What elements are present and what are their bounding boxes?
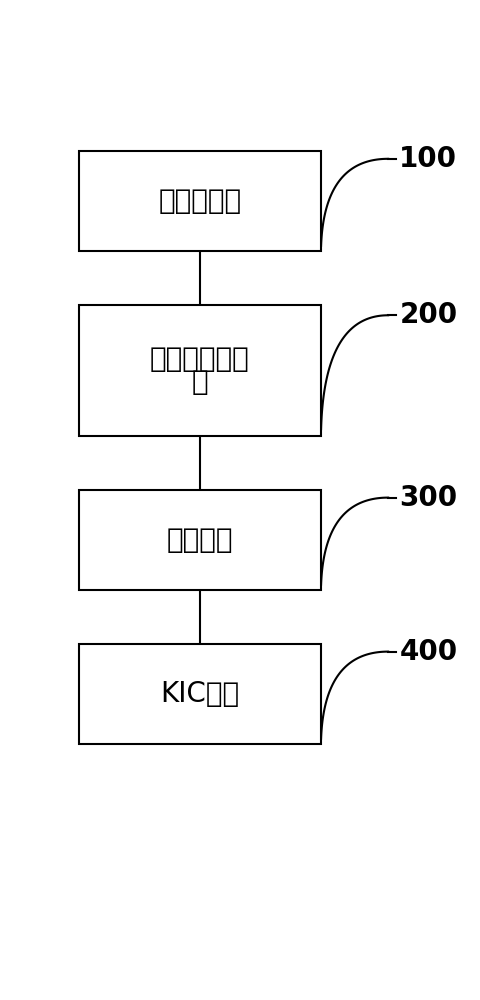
Text: 集散型控制系: 集散型控制系 xyxy=(150,345,249,373)
Text: 200: 200 xyxy=(398,301,456,329)
Text: 临时热电阻: 临时热电阻 xyxy=(158,187,241,215)
Text: 100: 100 xyxy=(398,145,456,173)
Text: 统: 统 xyxy=(191,368,208,396)
Bar xyxy=(79,644,320,744)
Text: 400: 400 xyxy=(398,638,456,666)
Text: KIC终端: KIC终端 xyxy=(160,680,239,708)
Text: 300: 300 xyxy=(398,484,456,512)
Text: 主控制器: 主控制器 xyxy=(166,526,233,554)
Bar xyxy=(79,151,320,251)
Bar xyxy=(79,490,320,590)
Bar xyxy=(79,305,320,436)
